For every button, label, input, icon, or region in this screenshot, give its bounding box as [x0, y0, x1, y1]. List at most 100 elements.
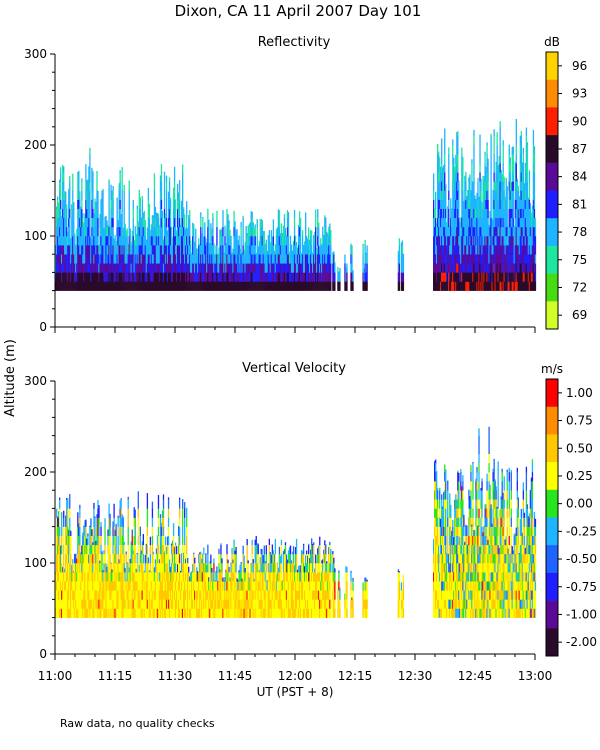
heatmap-cell	[503, 190, 505, 200]
heatmap-cell	[95, 590, 97, 600]
heatmap-cell	[398, 245, 401, 255]
heatmap-cell	[475, 254, 477, 264]
heatmap-cell	[107, 535, 109, 546]
heatmap-cell	[83, 526, 85, 536]
heatmap-cell	[101, 553, 103, 564]
heatmap-cell	[75, 281, 77, 291]
heatmap-cell	[156, 226, 159, 237]
heatmap-cell	[175, 236, 178, 246]
heatmap-cell	[495, 217, 497, 228]
heatmap-cell	[106, 566, 108, 573]
heatmap-cell	[475, 208, 477, 219]
heatmap-cell	[330, 272, 332, 282]
heatmap-cell	[488, 245, 490, 255]
heatmap-cell	[519, 281, 521, 291]
heatmap-cell	[68, 236, 70, 246]
heatmap-cell	[85, 519, 87, 527]
heatmap-cell	[157, 599, 160, 609]
heatmap-cell	[107, 581, 109, 591]
heatmap-cell	[97, 544, 99, 555]
heatmap-cell	[243, 272, 245, 282]
heatmap-cell	[325, 217, 327, 219]
heatmap-cell	[103, 581, 105, 591]
heatmap-cell	[192, 236, 194, 246]
heatmap-cell	[115, 523, 117, 527]
heatmap-cell	[95, 540, 97, 546]
heatmap-cell	[229, 263, 231, 273]
heatmap-cell	[86, 544, 88, 555]
heatmap-cell	[165, 281, 168, 291]
heatmap-cell	[478, 217, 480, 228]
heatmap-cell	[517, 190, 519, 200]
heatmap-cell	[79, 508, 81, 518]
heatmap-cell	[498, 263, 500, 273]
heatmap-cell	[114, 572, 116, 582]
heatmap-cell	[308, 272, 310, 282]
heatmap-cell	[485, 245, 487, 255]
heatmap-cell	[70, 544, 72, 555]
heatmap-cell	[182, 236, 184, 246]
heatmap-cell	[470, 190, 472, 200]
heatmap-cell	[134, 263, 136, 273]
heatmap-cell	[126, 254, 128, 264]
heatmap-cell	[111, 281, 113, 291]
heatmap-cell	[525, 245, 528, 255]
heatmap-cell	[453, 190, 455, 200]
heatmap-cell	[477, 226, 479, 237]
heatmap-cell	[155, 608, 158, 618]
heatmap-cell	[518, 254, 520, 264]
heatmap-cell	[502, 208, 504, 219]
heatmap-cell	[160, 245, 163, 255]
heatmap-cell	[145, 581, 148, 591]
heatmap-cell	[112, 226, 114, 237]
heatmap-cell	[259, 254, 261, 264]
heatmap-cell	[527, 245, 530, 255]
heatmap-cell	[280, 236, 283, 246]
heatmap-cell	[73, 263, 75, 273]
heatmap-cell	[221, 236, 223, 246]
heatmap-cell	[102, 245, 104, 255]
heatmap-cell	[267, 272, 269, 282]
heatmap-cell	[86, 181, 88, 191]
heatmap-cell	[525, 154, 528, 164]
heatmap-cell	[449, 254, 451, 264]
heatmap-cell	[73, 208, 75, 219]
heatmap-cell	[523, 199, 526, 209]
heatmap-cell	[61, 254, 63, 264]
heatmap-cell	[533, 263, 536, 273]
heatmap-cell	[165, 181, 168, 191]
heatmap-cell	[531, 217, 534, 228]
heatmap-cell	[104, 535, 106, 546]
heatmap-cell	[86, 581, 88, 591]
heatmap-cell	[228, 263, 230, 273]
heatmap-cell	[136, 552, 138, 555]
heatmap-cell	[70, 590, 72, 600]
heatmap-cell	[148, 572, 151, 582]
heatmap-cell	[142, 263, 145, 273]
heatmap-cell	[72, 563, 74, 573]
heatmap-cell	[200, 263, 202, 273]
heatmap-cell	[101, 226, 103, 237]
heatmap-cell	[496, 226, 498, 237]
heatmap-cell	[304, 272, 307, 282]
heatmap-cell	[261, 254, 263, 264]
heatmap-cell	[151, 517, 154, 527]
heatmap-cell	[81, 263, 83, 273]
heatmap-cell	[525, 263, 528, 273]
heatmap-cell	[77, 553, 79, 564]
heatmap-cell	[287, 226, 290, 237]
heatmap-cell	[236, 263, 238, 273]
heatmap-cell	[470, 226, 472, 237]
heatmap-cell	[511, 226, 513, 237]
heatmap-cell	[211, 281, 213, 291]
heatmap-cell	[438, 281, 440, 291]
heatmap-cell	[461, 172, 463, 182]
heatmap-cell	[235, 245, 237, 255]
heatmap-cell	[77, 226, 79, 237]
heatmap-cell	[473, 254, 475, 264]
heatmap-cell	[157, 517, 160, 527]
heatmap-cell	[73, 202, 75, 209]
heatmap-cell	[98, 263, 100, 273]
heatmap-cell	[532, 163, 535, 173]
heatmap-cell	[92, 254, 94, 264]
